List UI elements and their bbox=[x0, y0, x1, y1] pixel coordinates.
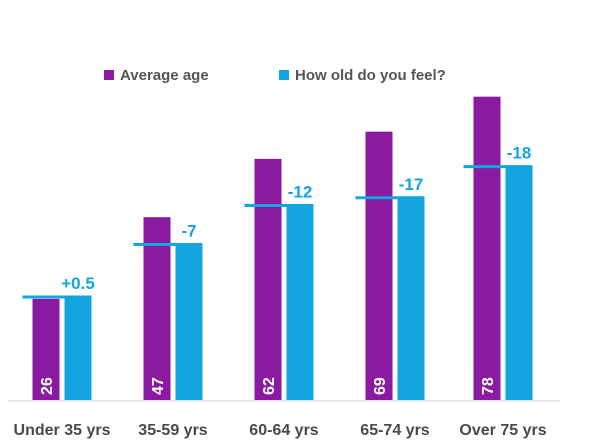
difference-label: +0.5 bbox=[61, 274, 95, 293]
bar-feel-age bbox=[286, 205, 314, 400]
difference-label: -7 bbox=[181, 221, 196, 240]
average-age-value-label: 47 bbox=[150, 377, 167, 395]
legend: Average age How old do you feel? bbox=[104, 67, 446, 84]
bar-average-age bbox=[143, 217, 171, 400]
difference-label: -12 bbox=[288, 183, 313, 202]
average-age-value-label: 26 bbox=[39, 377, 56, 395]
average-age-value-label: 62 bbox=[261, 377, 278, 395]
average-age-value-label: 69 bbox=[372, 377, 389, 395]
bar-average-age bbox=[32, 298, 60, 400]
bar-feel-age bbox=[397, 197, 425, 400]
legend-label-feel-age: How old do you feel? bbox=[295, 67, 446, 84]
bar-feel-age bbox=[505, 166, 533, 400]
bar-feel-age bbox=[175, 244, 203, 400]
x-tick-label: 35-59 yrs bbox=[138, 422, 207, 439]
plot-area: 26 +0.5 47 -7 62 -12 69 -17 78 -18 bbox=[22, 96, 533, 401]
legend-swatch-average-age bbox=[104, 70, 114, 80]
x-tick-label: Over 75 yrs bbox=[459, 422, 546, 439]
bar-average-age bbox=[473, 96, 501, 401]
average-age-value-label: 78 bbox=[480, 377, 497, 395]
bar-average-age bbox=[365, 131, 393, 400]
difference-label: -18 bbox=[507, 144, 532, 163]
legend-swatch-feel-age bbox=[279, 70, 289, 80]
x-tick-label: Under 35 yrs bbox=[14, 422, 111, 439]
x-tick-label: 65-74 yrs bbox=[360, 422, 429, 439]
bar-feel-age bbox=[64, 296, 92, 400]
bar-average-age bbox=[254, 158, 282, 400]
difference-label: -17 bbox=[399, 175, 424, 194]
x-tick-label: 60-64 yrs bbox=[249, 422, 318, 439]
legend-label-average-age: Average age bbox=[120, 67, 209, 84]
x-axis-tick-labels: Under 35 yrs 35-59 yrs 60-64 yrs 65-74 yrs O… bbox=[14, 422, 547, 439]
